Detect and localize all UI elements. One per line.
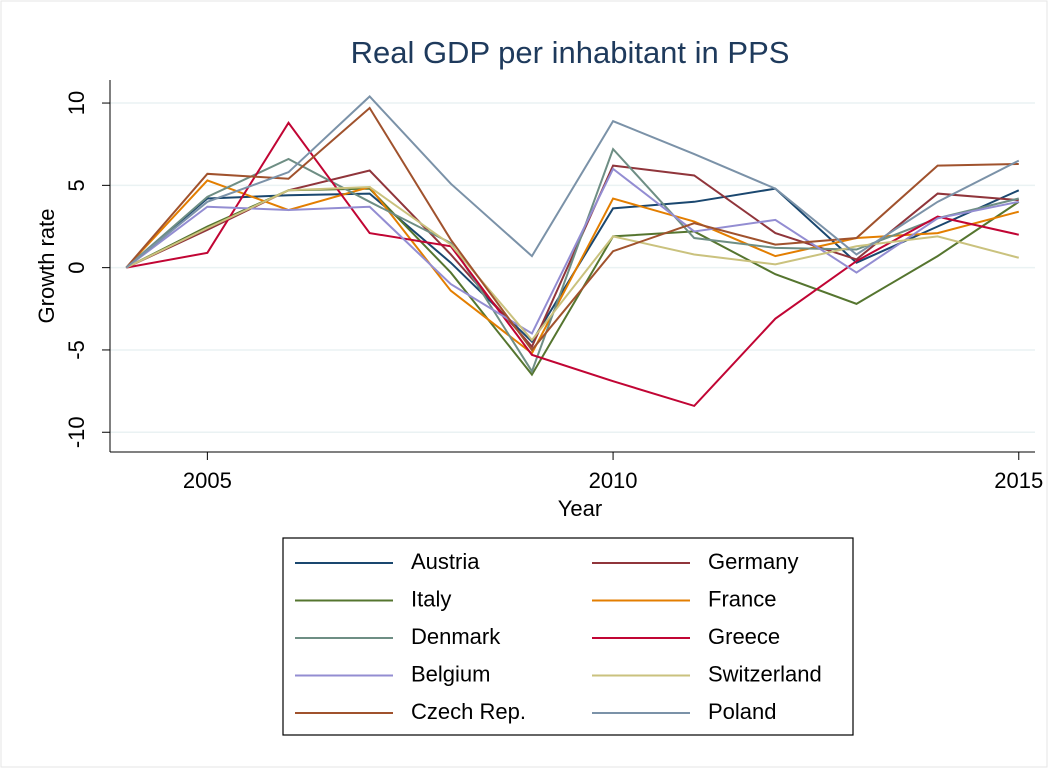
y-tick-label: 10	[64, 91, 89, 115]
legend-label: Denmark	[411, 624, 501, 649]
y-axis-label: Growth rate	[34, 209, 59, 324]
legend-label: Germany	[708, 549, 798, 574]
y-tick-label: 5	[64, 179, 89, 191]
legend-label: Switzerland	[708, 661, 822, 686]
legend-box	[282, 537, 854, 736]
legend-label: France	[708, 586, 776, 611]
legend-label: Austria	[411, 549, 480, 574]
legend-label: Poland	[708, 699, 777, 724]
x-tick-label: 2010	[589, 468, 638, 493]
series-line	[125, 95, 1020, 269]
legend-label: Greece	[708, 624, 780, 649]
x-tick-label: 2015	[994, 468, 1043, 493]
legend-label: Belgium	[411, 661, 490, 686]
legend-label: Czech Rep.	[411, 699, 526, 724]
x-axis-label: Year	[558, 496, 602, 521]
legend-label: Italy	[411, 586, 451, 611]
y-tick-label: -5	[64, 340, 89, 360]
x-tick-label: 2005	[183, 468, 232, 493]
y-tick-label: -10	[64, 416, 89, 448]
series-line	[125, 167, 1019, 335]
series-line	[125, 179, 1020, 355]
chart-title: Real GDP per inhabitant in PPS	[351, 35, 790, 70]
series-line	[126, 121, 1019, 408]
y-tick-label: 0	[64, 262, 89, 274]
